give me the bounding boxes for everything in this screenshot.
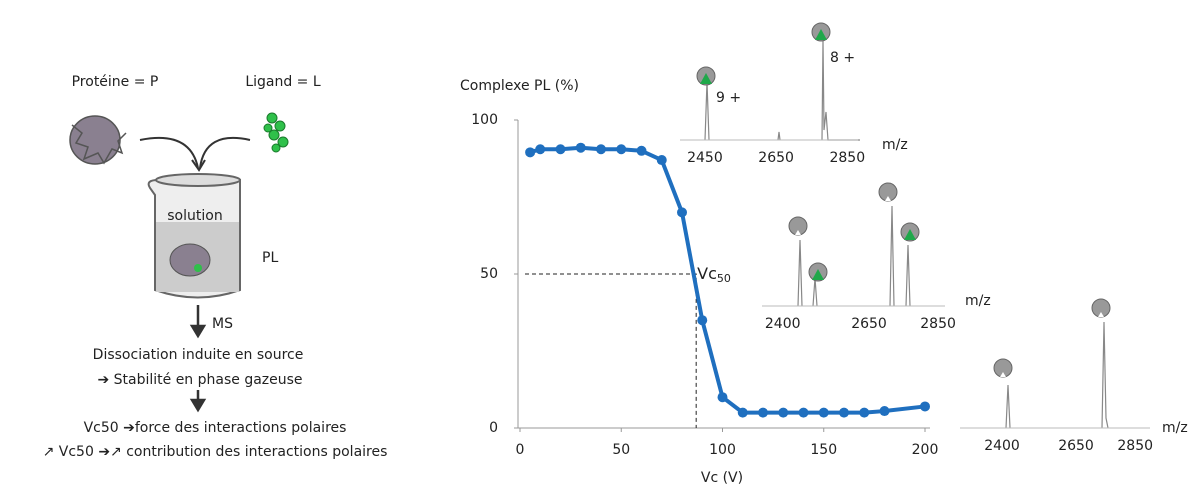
point (818, 407, 829, 418)
ligand-icon (263, 112, 289, 153)
point (859, 407, 870, 418)
point (535, 144, 546, 155)
beaker (147, 173, 241, 299)
inset-axis-label: m/z (882, 137, 908, 153)
point (879, 406, 890, 417)
peak-label: 9 + (716, 90, 741, 106)
point (758, 407, 768, 418)
point (636, 145, 647, 156)
text-line: ➔ Stabilité en phase gazeuse (97, 372, 302, 388)
point (525, 147, 536, 158)
inset-axis-label: m/z (1162, 420, 1188, 436)
point (697, 315, 708, 326)
spectrum-peaks (696, 22, 1111, 429)
text-line: ↗ Vc50 ➔↗ contribution des interactions … (43, 444, 388, 460)
point (920, 401, 930, 412)
point (575, 142, 586, 153)
inset-tick-label: 2450 (687, 150, 723, 166)
text-line: Dissociation induite en source (93, 347, 304, 363)
point (717, 392, 728, 403)
merge-arrows (139, 136, 251, 172)
point (778, 407, 789, 418)
point (616, 144, 627, 155)
arrow (189, 305, 207, 339)
protein-icon (69, 115, 127, 165)
point (677, 207, 687, 218)
text-line: Vc50 ➔force des interactions polaires (84, 420, 347, 436)
point (596, 144, 606, 155)
x-axis-label: Vc (V) (701, 470, 743, 486)
point (656, 155, 667, 166)
y-tick-label: 100 (471, 112, 498, 128)
point (555, 144, 566, 155)
x-tick-label: 50 (612, 442, 630, 458)
x-tick-label: 0 (516, 442, 525, 458)
ligand-label: Ligand = L (245, 74, 321, 90)
y-tick-label: 0 (489, 420, 498, 436)
inset-tick-label: 2400 (984, 438, 1020, 454)
annotation: Vc50 (697, 264, 731, 286)
reference-line (525, 273, 697, 428)
x-tick-label: 100 (709, 442, 736, 458)
point (737, 407, 748, 418)
inset-tick-label: 2850 (829, 150, 865, 166)
point (798, 407, 809, 418)
complex-label: PL (262, 250, 278, 266)
annotation-subscript: 50 (717, 272, 731, 285)
x-tick-label: 150 (810, 442, 837, 458)
y-axis-label: Complexe PL (%) (460, 78, 579, 94)
arrow (189, 390, 207, 413)
inset-tick-label: 2650 (758, 150, 794, 166)
inset-axis-label: m/z (965, 293, 991, 309)
y-tick-label: 50 (480, 266, 498, 282)
method-label: MS (212, 316, 233, 332)
inset-tick-label: 2850 (920, 316, 956, 332)
inset-tick-label: 2650 (1058, 438, 1094, 454)
x-tick-label: 200 (912, 442, 939, 458)
inset-tick-label: 2400 (765, 316, 801, 332)
inset-tick-label: 2650 (851, 316, 887, 332)
protein-label: Protéine = P (72, 74, 159, 90)
inset-tick-label: 2850 (1117, 438, 1153, 454)
annotation-label: Vc (697, 264, 717, 283)
solution-label: solution (167, 208, 222, 224)
point (839, 407, 849, 418)
peak-label: 8 + (830, 50, 855, 66)
